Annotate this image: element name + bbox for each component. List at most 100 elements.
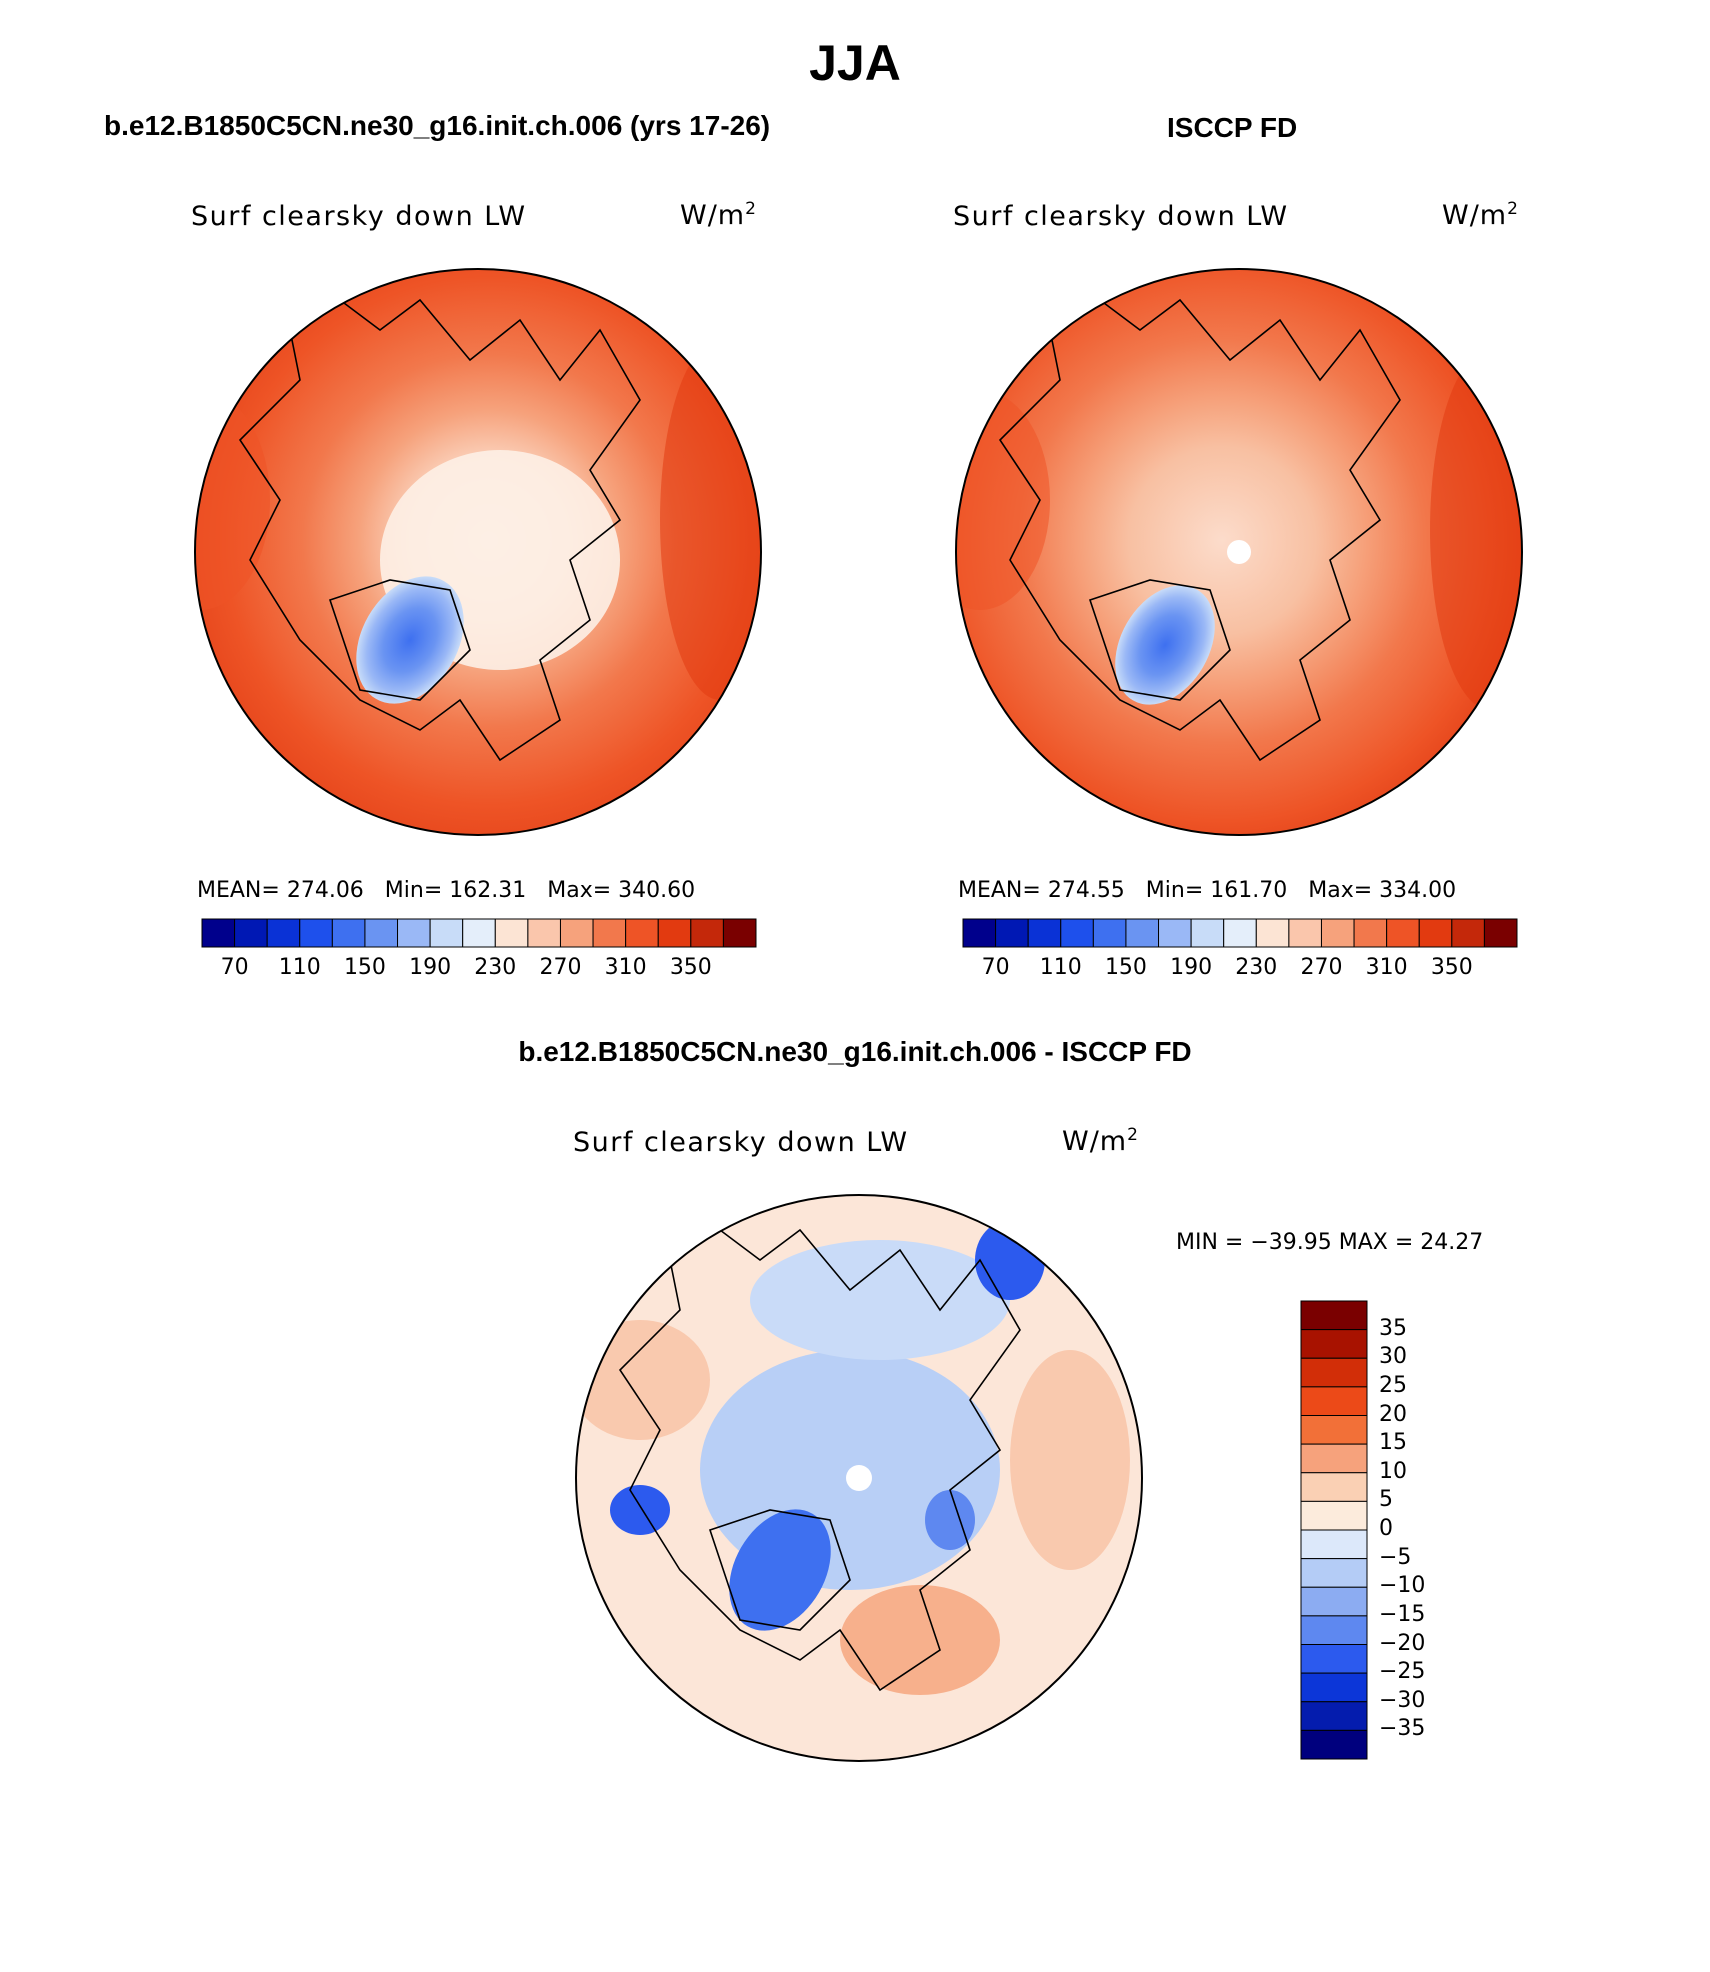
colorbar-swatch (592, 918, 627, 948)
obs-variable-label: Surf clearsky down LW (953, 201, 1289, 232)
colorbar-swatch (1300, 1644, 1368, 1674)
colorbar-swatch (1300, 1529, 1368, 1560)
model-stats: MEAN= 274.06 Min= 162.31 Max= 340.60 (197, 878, 696, 903)
diff-variable-label: Surf clearsky down LW (573, 1127, 909, 1158)
colorbar-swatch (559, 918, 594, 948)
colorbar-tick-label: 70 (220, 955, 249, 980)
colorbar-swatch (1418, 918, 1453, 948)
colorbar-swatch (1300, 1329, 1368, 1359)
obs-units-label: W/m2 (1442, 199, 1519, 231)
colorbar-tick-label: 70 (981, 955, 1010, 980)
colorbar-swatch (1027, 918, 1062, 948)
colorbar-swatch (995, 918, 1029, 948)
colorbar-swatch (1190, 918, 1225, 948)
colorbar-tick-label: 15 (1379, 1430, 1407, 1456)
colorbar-tick-label: 0 (1379, 1516, 1393, 1541)
colorbar-swatch (1223, 918, 1257, 948)
diff-pole-hole (846, 1465, 872, 1491)
colorbar-swatch (331, 918, 366, 948)
colorbar-tick-label: 190 (1170, 955, 1213, 980)
obs-panel-title: ISCCP FD (1167, 112, 1298, 143)
colorbar-swatch (1300, 1586, 1368, 1617)
colorbar-tick-label: 20 (1379, 1401, 1407, 1427)
colorbar-tick-label: 150 (343, 955, 386, 980)
colorbar-swatch (462, 918, 496, 948)
colorbar-swatch (962, 918, 997, 948)
colorbar-swatch (1353, 918, 1388, 948)
colorbar-tick-label: 110 (1039, 955, 1082, 980)
colorbar-swatch (1300, 1357, 1368, 1388)
model-polar-map (194, 268, 762, 836)
colorbar-tick-label: 310 (604, 955, 647, 980)
colorbar-tick-label: 270 (1300, 955, 1343, 980)
obs-stats: MEAN= 274.55 Min= 161.70 Max= 334.00 (958, 878, 1457, 903)
colorbar-swatch (1288, 918, 1322, 948)
colorbar-swatch (722, 918, 757, 948)
colorbar-swatch (1092, 918, 1127, 948)
colorbar-tick-label: −10 (1379, 1573, 1426, 1599)
colorbar-swatch (1255, 918, 1290, 948)
colorbar-tick-label: −35 (1379, 1716, 1426, 1742)
colorbar-swatch (657, 918, 692, 948)
colorbar-swatch (1060, 918, 1094, 948)
colorbar-swatch (1386, 918, 1420, 948)
colorbar-swatch (429, 918, 464, 948)
colorbar-tick-label: 110 (278, 955, 321, 980)
colorbar-tick-label: 270 (539, 955, 582, 980)
colorbar-swatch (1300, 1701, 1368, 1731)
diff-panel-title: b.e12.B1850C5CN.ne30_g16.init.ch.006 - I… (518, 1036, 1192, 1067)
colorbar-swatch (234, 918, 268, 948)
obs-pole-hole (1227, 540, 1251, 564)
colorbar-tick-label: 350 (669, 955, 712, 980)
colorbar-swatch (1300, 1558, 1368, 1588)
obs-colorbar (962, 918, 1518, 948)
colorbar-tick-label: 150 (1104, 955, 1147, 980)
colorbar-swatch (1300, 1386, 1368, 1416)
colorbar-swatch (397, 918, 431, 948)
colorbar-swatch (1300, 1415, 1368, 1445)
colorbar-tick-label: −15 (1379, 1601, 1426, 1627)
colorbar-swatch (201, 918, 236, 948)
colorbar-swatch (527, 918, 561, 948)
colorbar-tick-label: 10 (1379, 1458, 1407, 1484)
colorbar-tick-label: 350 (1430, 955, 1473, 980)
colorbar-swatch (1300, 1300, 1368, 1331)
colorbar-swatch (1300, 1672, 1368, 1703)
colorbar-swatch (266, 918, 301, 948)
colorbar-swatch (1320, 918, 1355, 948)
colorbar-swatch (1300, 1615, 1368, 1645)
colorbar-tick-label: 30 (1379, 1344, 1407, 1370)
colorbar-tick-label: 5 (1379, 1487, 1393, 1513)
colorbar-swatch (1300, 1443, 1368, 1474)
colorbar-swatch (1158, 918, 1192, 948)
colorbar-tick-label: 230 (474, 955, 517, 980)
model-variable-label: Surf clearsky down LW (191, 201, 527, 232)
diff-units-label: W/m2 (1062, 1125, 1139, 1157)
diff-polar-map (575, 1194, 1143, 1762)
diff-minmax: MIN = −39.95 MAX = 24.27 (1176, 1230, 1484, 1255)
colorbar-tick-label: 230 (1235, 955, 1278, 980)
colorbar-swatch (1483, 918, 1518, 948)
colorbar-swatch (494, 918, 529, 948)
colorbar-swatch (690, 918, 724, 948)
colorbar-swatch (1451, 918, 1485, 948)
model-panel-title: b.e12.B1850C5CN.ne30_g16.init.ch.006 (yr… (104, 110, 771, 141)
colorbar-tick-label: −30 (1379, 1687, 1426, 1713)
colorbar-tick-label: −25 (1379, 1659, 1426, 1685)
obs-polar-map (955, 268, 1523, 836)
model-units-label: W/m2 (680, 199, 757, 231)
colorbar-tick-label: 35 (1379, 1315, 1407, 1341)
colorbar-swatch (1300, 1472, 1368, 1502)
model-colorbar (201, 918, 757, 948)
colorbar-swatch (1125, 918, 1160, 948)
main-title: JJA (809, 35, 901, 91)
colorbar-swatch (299, 918, 333, 948)
colorbar-swatch (1300, 1729, 1368, 1760)
colorbar-tick-label: −5 (1379, 1544, 1412, 1570)
colorbar-tick-label: 310 (1365, 955, 1408, 980)
colorbar-tick-label: 190 (409, 955, 452, 980)
colorbar-swatch (1300, 1500, 1368, 1531)
colorbar-tick-label: −20 (1379, 1630, 1426, 1656)
colorbar-swatch (364, 918, 399, 948)
